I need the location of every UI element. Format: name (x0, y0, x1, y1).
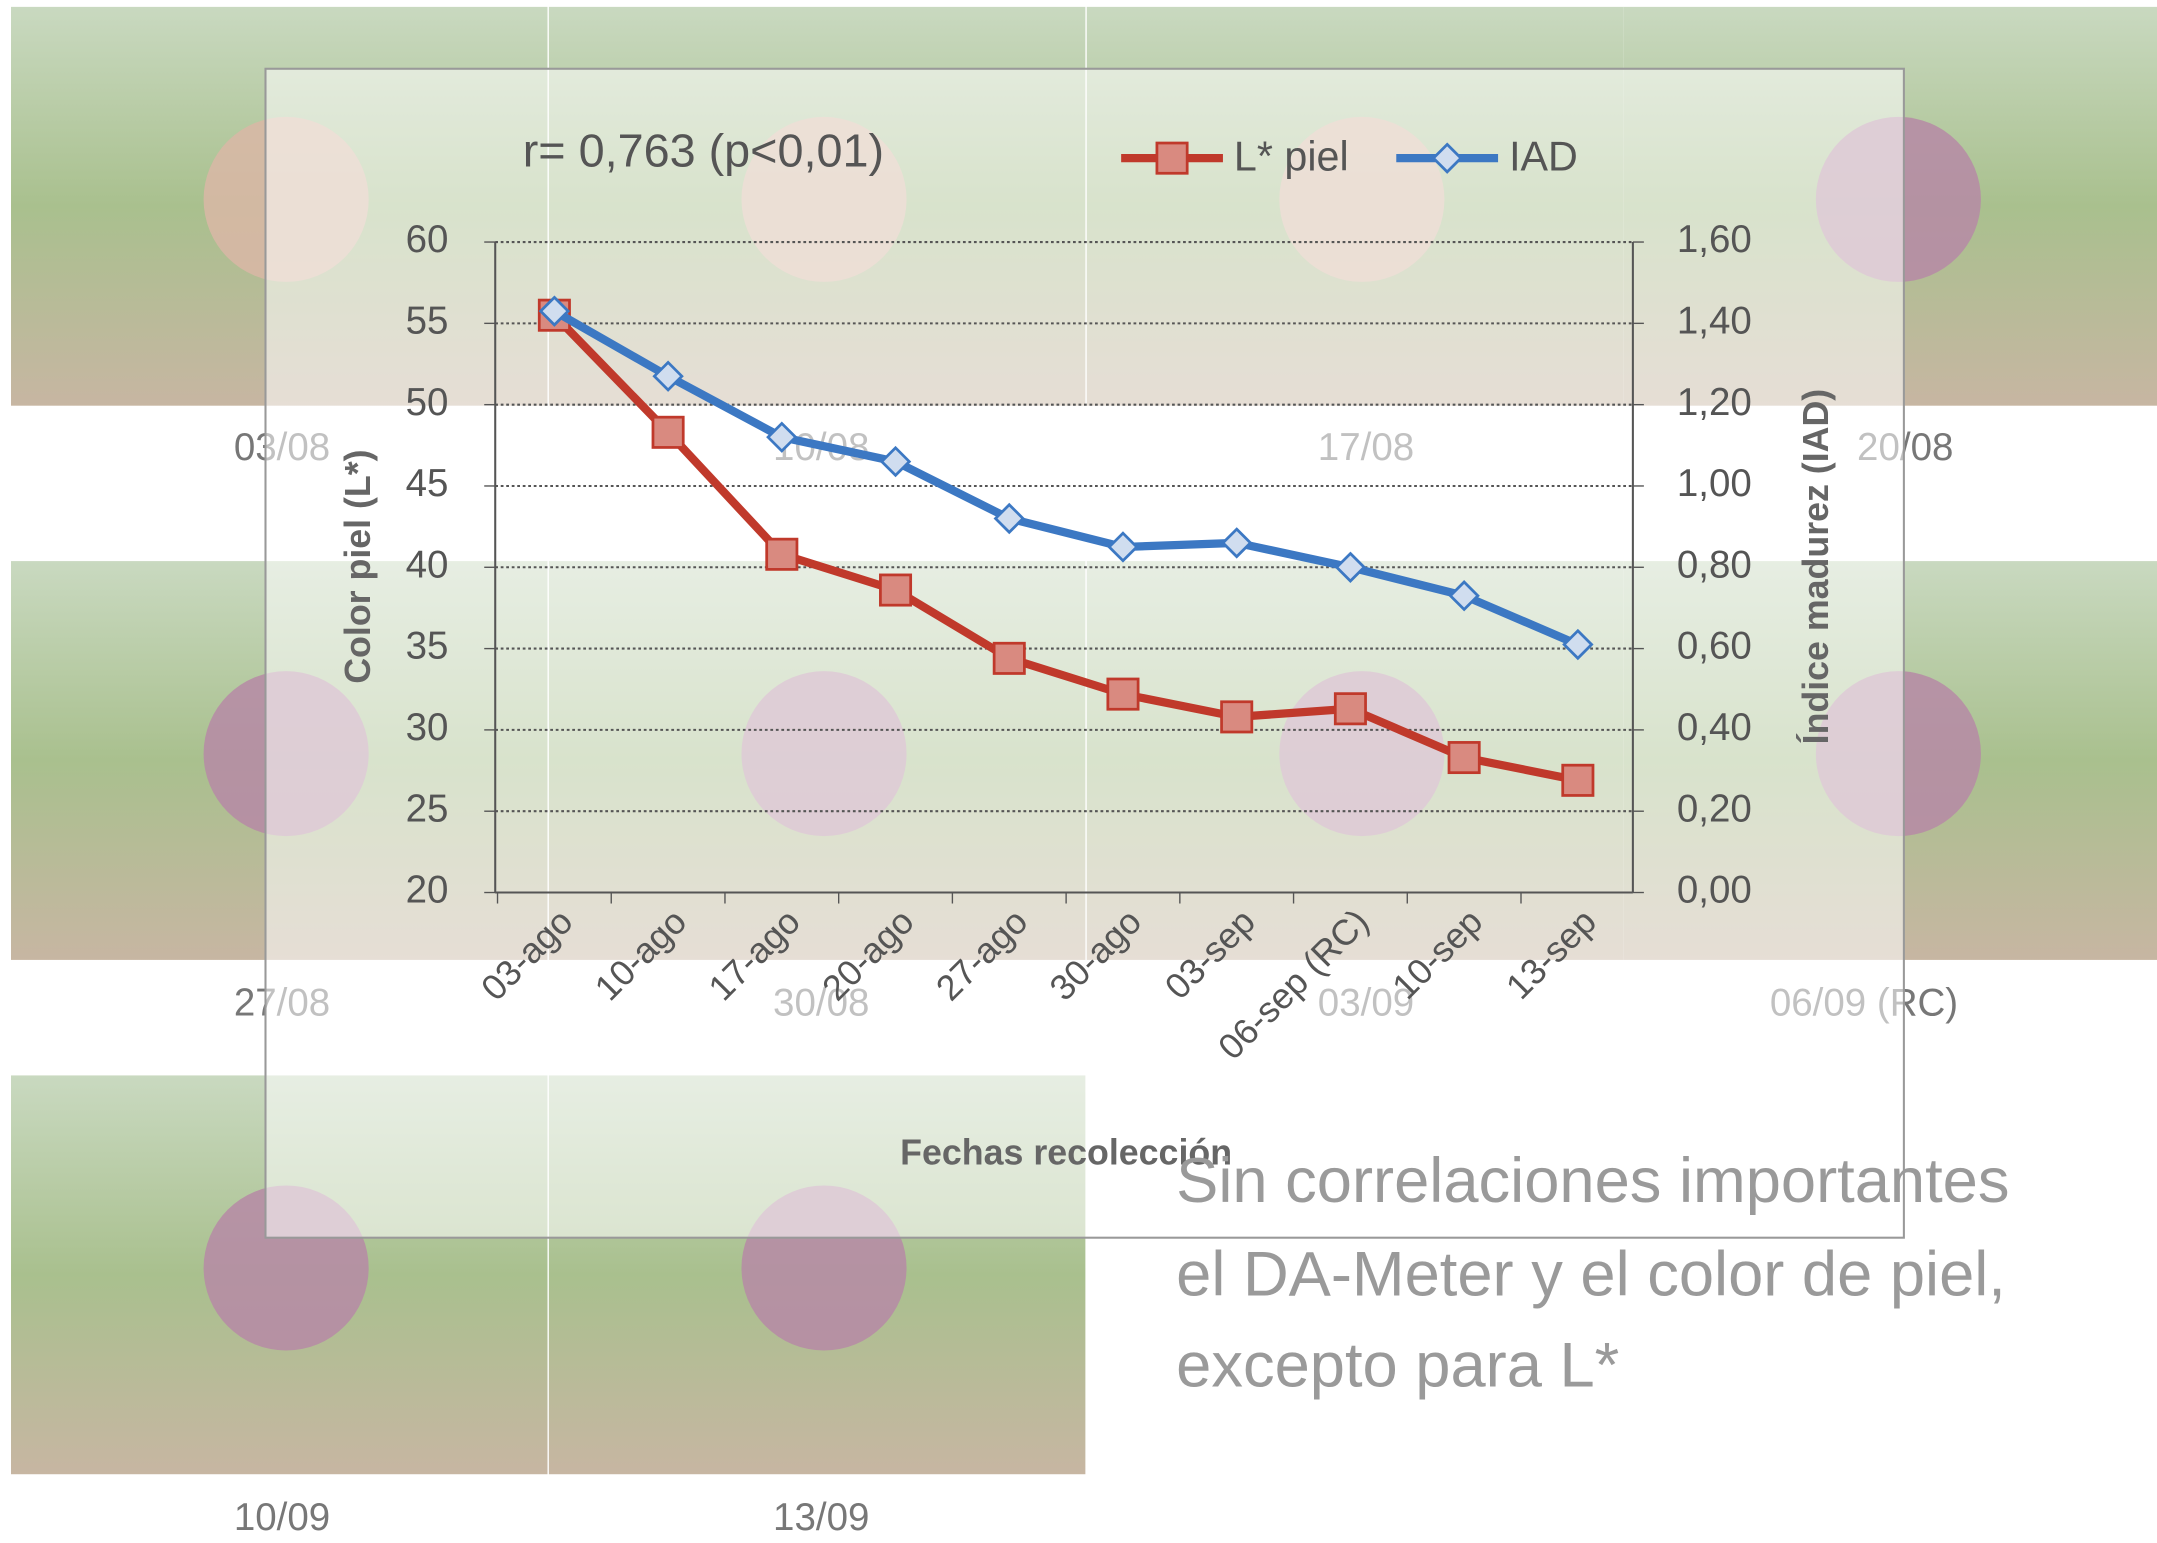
marker (1447, 741, 1481, 775)
y2-tick-label: 1,20 (1677, 381, 1752, 424)
marker (879, 445, 912, 478)
y2-tick-label: 1,00 (1677, 462, 1752, 505)
y-tick-label: 60 (406, 218, 449, 261)
y2-tick-label: 0,80 (1677, 543, 1752, 586)
marker (1431, 142, 1463, 174)
marker (652, 360, 684, 392)
y2-tick-label: 0,20 (1677, 787, 1752, 830)
y-tick-label: 45 (406, 462, 449, 505)
marker (651, 415, 685, 449)
y-tick-label: 30 (406, 706, 449, 749)
marker (993, 502, 1025, 535)
legend-label: L* piel (1234, 133, 1349, 179)
marker (992, 641, 1026, 675)
body-text: excepto para L* (1176, 1330, 1619, 1400)
marker (1107, 531, 1139, 563)
y2-tick-label: 0,00 (1677, 869, 1752, 912)
marker (1106, 677, 1140, 711)
y2-tick-label: 1,60 (1677, 218, 1752, 261)
marker (538, 295, 571, 327)
annotation: r= 0,763 (p<0,01) (523, 124, 884, 176)
marker (1333, 692, 1367, 726)
photo-label: 13/09 (773, 1496, 869, 1539)
marker (1220, 700, 1254, 734)
marker (1562, 628, 1594, 661)
photo-label: 10/09 (234, 1496, 330, 1539)
y2-tick-label: 0,40 (1677, 706, 1752, 749)
y-tick-label: 40 (406, 543, 449, 586)
marker (1334, 551, 1367, 583)
y-tick-label: 35 (406, 625, 449, 668)
series-line (551, 312, 1579, 785)
y-tick-label: 20 (406, 869, 449, 912)
marker (766, 421, 798, 453)
y-tick-label: 25 (406, 787, 449, 830)
marker (1220, 527, 1253, 559)
y2-tick-label: 0,60 (1677, 625, 1752, 668)
x-axis-title: Fechas recolección (900, 1133, 1232, 1173)
marker (765, 537, 799, 571)
marker (1155, 141, 1189, 175)
body-text: el DA-Meter y el color de piel, (1176, 1240, 2006, 1310)
y-tick-label: 50 (406, 381, 449, 424)
y-axis-title: Color piel (L*) (338, 449, 378, 683)
marker (1561, 763, 1595, 797)
marker (879, 573, 913, 607)
body-text: Sin correlaciones importantes (1176, 1146, 2009, 1216)
series-line (552, 307, 1580, 649)
y2-tick-label: 1,40 (1677, 300, 1752, 343)
chart-frame (264, 67, 1905, 1239)
legend-label: IAD (1509, 133, 1578, 179)
marker (1448, 580, 1480, 612)
y-tick-label: 55 (406, 300, 449, 343)
y2-axis-title: Índice madurez (IAD) (1796, 389, 1836, 745)
